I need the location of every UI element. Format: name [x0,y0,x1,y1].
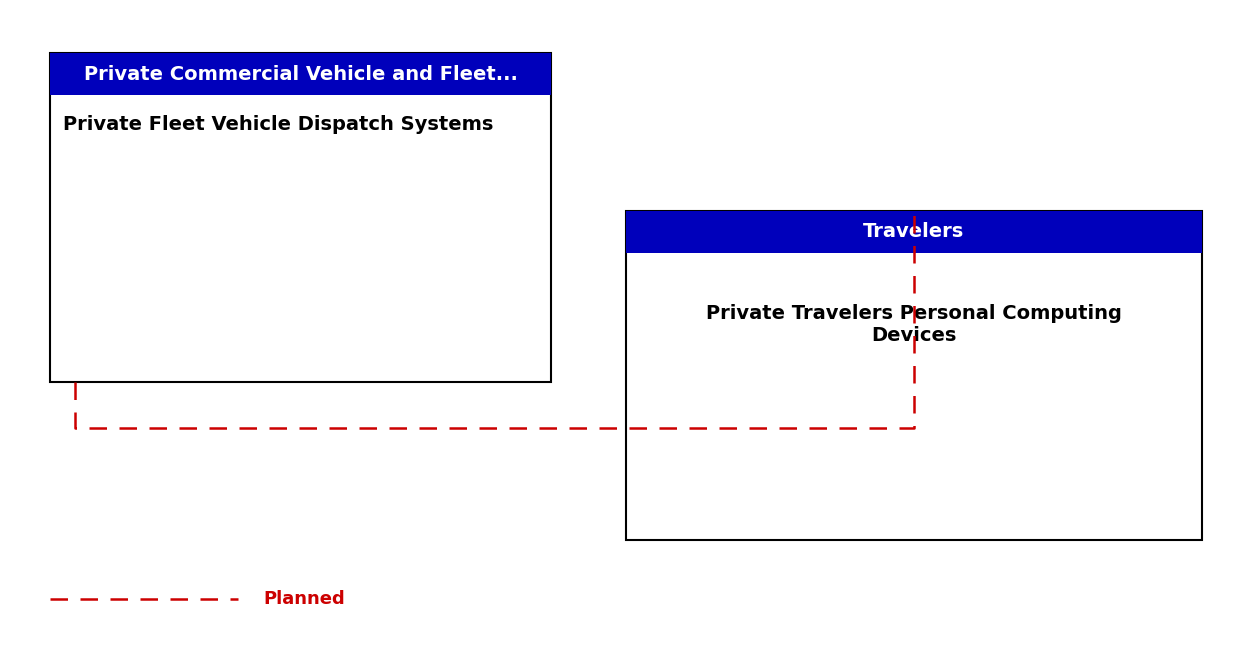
Bar [50,53,551,95]
Bar [626,211,1202,540]
Bar [626,211,1202,253]
Text: Planned: Planned [263,590,344,608]
Text: Private Commercial Vehicle and Fleet...: Private Commercial Vehicle and Fleet... [84,64,517,84]
Bar [50,53,551,382]
Text: Private Travelers Personal Computing
Devices: Private Travelers Personal Computing Dev… [706,305,1122,345]
Text: Private Fleet Vehicle Dispatch Systems: Private Fleet Vehicle Dispatch Systems [63,115,493,134]
Text: Travelers: Travelers [864,222,964,241]
